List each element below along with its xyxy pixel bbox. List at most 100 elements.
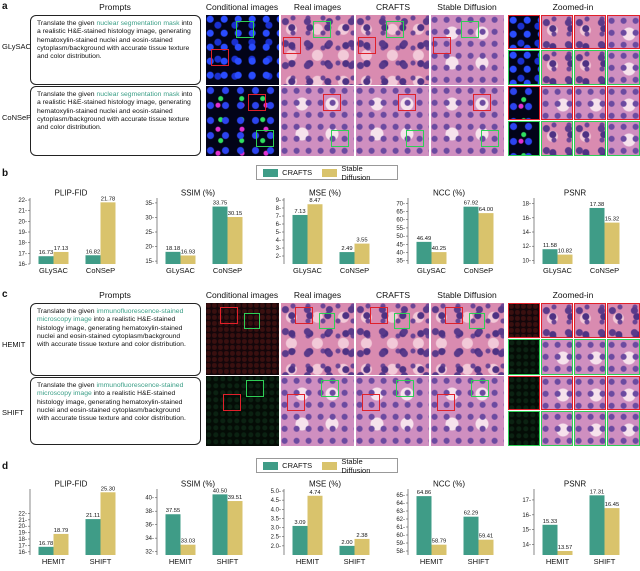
y-tick-label: 18- (18, 537, 27, 543)
x-category-label: GLySAC (39, 266, 68, 275)
prompt-text: into a realistic H&E-stained histology i… (37, 20, 193, 61)
x-category-label: SHIFT (344, 557, 366, 566)
y-tick-label: 60- (396, 218, 405, 224)
x-category-label: HEMIT (169, 557, 193, 566)
data-label: 16.73 (39, 250, 54, 256)
bar-crafts (38, 256, 54, 264)
x-category-label: CoNSeP (213, 266, 242, 275)
data-label: 17.38 (590, 202, 605, 208)
zoom-box-red (473, 94, 491, 111)
zoomed-grid-shift (508, 376, 640, 446)
y-tick-label: 4.0- (271, 507, 281, 513)
y-tick-label: 35- (145, 201, 154, 207)
data-label: 2.38 (356, 533, 367, 539)
y-tick-label: 18- (522, 202, 531, 208)
chart-title: NCC (%) (433, 480, 465, 489)
y-tick-label: 17- (18, 543, 27, 549)
legend-label-crafts: CRAFTS (282, 168, 313, 177)
real-image-consep (281, 86, 354, 156)
y-tick-label: 5.0- (271, 489, 281, 495)
real-image-glysac (281, 15, 354, 85)
bar-crafts (292, 214, 308, 264)
y-tick-label: 16- (522, 513, 531, 519)
bar-crafts (589, 207, 605, 264)
data-label: 21.78 (101, 196, 116, 202)
chart-title: MSE (%) (309, 480, 341, 489)
bar-crafts (463, 206, 479, 264)
y-tick-label: 10- (522, 258, 531, 264)
conditional-image-consep (206, 86, 279, 156)
data-label: 18.79 (54, 528, 69, 534)
bar-stable-diffusion (557, 550, 573, 555)
zoom-box-green (386, 21, 404, 38)
panel-letter-c: c (2, 289, 8, 300)
data-label: 16.45 (605, 502, 620, 508)
zoom-box-red (433, 37, 451, 54)
legend-swatch-crafts (263, 461, 279, 470)
zoom-box-green (321, 380, 339, 397)
y-tick-label: 20- (18, 219, 27, 225)
bar-stable-diffusion (354, 243, 370, 264)
zoom-box-red (445, 307, 463, 324)
data-label: 64.86 (417, 490, 432, 496)
prompt-highlight: immunofluorescence-stained microscopy im… (37, 308, 184, 324)
prompt-text: Translate the given (37, 20, 97, 27)
bar-stable-diffusion (100, 492, 116, 555)
legend-d: CRAFTS Stable Diffusion (256, 457, 398, 475)
conditional-image-glysac (206, 15, 279, 85)
y-tick-label: 2- (276, 254, 281, 260)
crafts-image-shift (356, 376, 429, 446)
bar-stable-diffusion (557, 254, 573, 264)
zoomed-grid-consep (508, 86, 640, 156)
header-crafts-c: CRAFTS (376, 290, 410, 300)
bar-crafts (85, 255, 101, 264)
data-label: 40.50 (213, 488, 228, 494)
bar-crafts (165, 514, 181, 555)
y-tick-label: 3.5- (271, 516, 281, 522)
bar-stable-diffusion (604, 508, 620, 555)
row-label-glysac: GLySAC (2, 42, 31, 51)
zoom-box-green (471, 380, 489, 397)
chart-title: NCC (%) (433, 189, 465, 198)
crafts-image-glysac (356, 15, 429, 85)
y-tick-label: 21- (18, 209, 27, 215)
header-real-a: Real images (293, 2, 342, 12)
prompt-text: into a realistic H&E-stained histology i… (37, 91, 193, 132)
bar-stable-diffusion (431, 252, 447, 264)
zoom-box-green (256, 130, 274, 147)
y-tick-label: 15- (145, 259, 154, 265)
stable-image-consep (431, 86, 504, 156)
data-label: 4.74 (309, 490, 321, 496)
y-tick-label: 22- (18, 511, 27, 517)
prompt-text: Translate the given (37, 91, 97, 98)
chart-b-3: NCC (%) 35- 40- 45- 50- 55- 60- 65- 70- 46.4940.2… (396, 189, 494, 275)
zoomed-grid-glysac (508, 15, 640, 85)
zoomed-grid-hemit (508, 303, 640, 375)
bar-stable-diffusion (354, 538, 370, 555)
zoom-box-red (248, 94, 266, 111)
prompt-text: Translate the given (37, 382, 97, 389)
panel-letter-a: a (2, 1, 8, 12)
y-tick-label: 22- (18, 198, 27, 204)
row-label-hemit: HEMIT (2, 340, 26, 349)
bar-stable-diffusion (180, 544, 196, 555)
y-tick-label: 20- (145, 245, 154, 251)
y-tick-label: 2.0- (271, 544, 281, 550)
panel-letter-d: d (2, 461, 9, 472)
zoom-box-green (396, 380, 414, 397)
prompt-highlight: immunofluorescence-stained microscopy im… (37, 382, 184, 398)
data-label: 7.13 (294, 209, 305, 215)
y-tick-label: 21- (18, 518, 27, 524)
stable-image-hemit (431, 303, 504, 375)
bar-stable-diffusion (53, 251, 69, 264)
header-crafts-a: CRAFTS (376, 2, 410, 12)
y-tick-label: 40- (396, 251, 405, 257)
y-tick-label: 14- (522, 543, 531, 549)
bar-crafts (416, 241, 432, 264)
chart-d-3: NCC (%) 58- 59- 60- 61- 62- 63- 64- 65- 64.86 58.7… (396, 480, 494, 566)
y-tick-label: 9- (276, 198, 281, 204)
data-label: 58.79 (432, 539, 447, 545)
data-label: 17.13 (54, 246, 69, 252)
stable-image-glysac (431, 15, 504, 85)
chart-title: PLIP-FID (55, 189, 88, 198)
